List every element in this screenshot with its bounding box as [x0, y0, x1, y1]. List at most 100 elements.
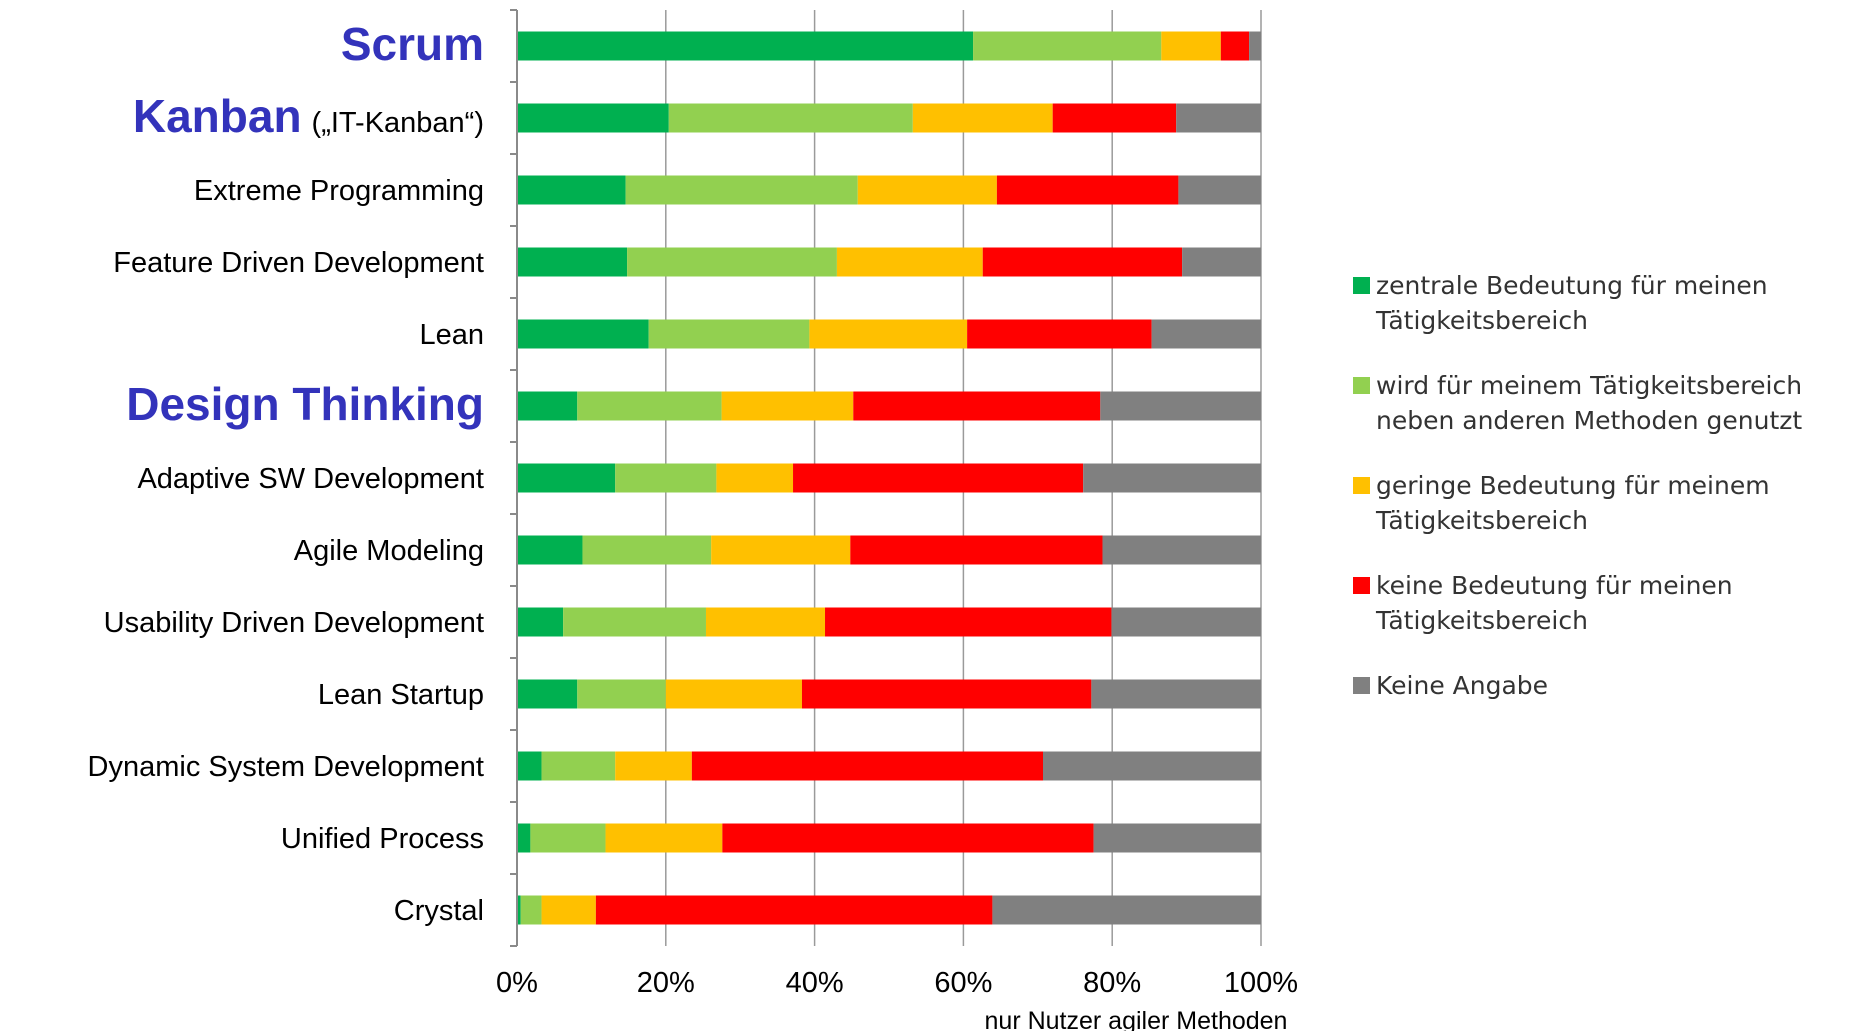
bar-segment [615, 751, 692, 781]
bar-segment [517, 679, 578, 709]
legend-label: zentrale Bedeutung für meinen Tätigkeits… [1376, 271, 1768, 335]
bar-segment [517, 535, 583, 565]
category-label: Kanban („IT-Kanban“) [133, 90, 484, 142]
category-label: Agile Modeling [294, 535, 484, 567]
bar-segment [825, 607, 1112, 637]
legend-item: geringe Bedeutung für meinem Tätigkeitsb… [1353, 468, 1843, 538]
category-label-text: Lean [419, 319, 484, 351]
bar-segment [1083, 463, 1261, 493]
category-label-text: Crystal [394, 895, 484, 927]
x-tick-label: 20% [637, 967, 695, 999]
category-label-text: Lean Startup [318, 679, 484, 711]
bar-segment [517, 391, 578, 421]
bar-segment [967, 319, 1152, 349]
bar-segment [517, 103, 669, 133]
bar-segment [836, 247, 983, 277]
bar-segment [541, 751, 616, 781]
bar-segment [996, 175, 1179, 205]
legend-label: wird für meinem Tätigkeitsbereich neben … [1376, 371, 1803, 435]
bar-segment [912, 103, 1053, 133]
category-label: Adaptive SW Development [137, 463, 484, 495]
category-label-text: Dynamic System Development [88, 751, 484, 783]
bar-segment [563, 607, 706, 637]
bar-segment [517, 247, 628, 277]
legend-swatch [1353, 477, 1370, 494]
bar-segment [1220, 31, 1250, 61]
category-label-text: Unified Process [281, 823, 484, 855]
category-label-text: Adaptive SW Development [137, 463, 484, 495]
legend-swatch [1353, 577, 1370, 594]
category-label-note: („IT-Kanban“) [312, 107, 484, 139]
x-tick-label: 0% [496, 967, 538, 999]
category-label: Unified Process [281, 823, 484, 855]
bar-segment [541, 895, 596, 925]
bar-segment [850, 535, 1103, 565]
bar-segment [801, 679, 1092, 709]
legend-label: geringe Bedeutung für meinem Tätigkeitsb… [1376, 471, 1770, 535]
bar-segment [577, 679, 666, 709]
x-tick-label: 40% [786, 967, 844, 999]
category-label: Extreme Programming [194, 175, 484, 207]
bar-segment [809, 319, 968, 349]
bar-segment [577, 391, 722, 421]
legend-item: keine Bedeutung für meinen Tätigkeitsber… [1353, 568, 1843, 638]
bar-segment [517, 823, 531, 853]
bar-segment [517, 895, 521, 925]
category-label: Dynamic System Development [88, 751, 484, 783]
bar-segment [982, 247, 1183, 277]
bar-segment [520, 895, 542, 925]
bars [517, 31, 1261, 925]
category-label-text: Design Thinking [126, 378, 484, 430]
bar-segment [1161, 31, 1221, 61]
x-tick-label: 100% [1224, 967, 1298, 999]
bar-segment [517, 463, 616, 493]
bar-segment [582, 535, 712, 565]
bar-segment [1178, 175, 1261, 205]
bar-segment [648, 319, 810, 349]
legend-swatch [1353, 277, 1370, 294]
bar-segment [1176, 103, 1261, 133]
category-label-text: Extreme Programming [194, 175, 484, 207]
legend-label: Keine Angabe [1376, 671, 1549, 700]
bar-segment [1182, 247, 1261, 277]
bar-segment [973, 31, 1162, 61]
bar-segment [1091, 679, 1261, 709]
category-label: Lean Startup [318, 679, 484, 711]
category-label-text: Kanban [133, 90, 302, 142]
bar-segment [1249, 31, 1261, 61]
bar-segment [595, 895, 993, 925]
bar-segment [517, 607, 564, 637]
bar-segment [517, 319, 649, 349]
x-tick-label: 80% [1083, 967, 1141, 999]
bar-segment [711, 535, 851, 565]
bar-segment [1052, 103, 1177, 133]
bar-segment [517, 31, 974, 61]
category-label: Usability Driven Development [104, 607, 484, 639]
bar-segment [722, 823, 1094, 853]
bar-segment [605, 823, 723, 853]
category-labels: Scrum Kanban („IT-Kanban“) Extreme Programm… [88, 18, 484, 927]
x-tick-label: 60% [934, 967, 992, 999]
bar-segment [721, 391, 854, 421]
bar-segment [1043, 751, 1261, 781]
bar-segment [716, 463, 794, 493]
bar-segment [857, 175, 997, 205]
x-axis-label: nur Nutzer agiler Methoden [985, 1007, 1288, 1031]
legend-item: zentrale Bedeutung für meinen Tätigkeits… [1353, 268, 1843, 338]
bar-segment [691, 751, 1044, 781]
bar-segment [625, 175, 858, 205]
bar-segment [668, 103, 913, 133]
legend-item: wird für meinem Tätigkeitsbereich neben … [1353, 368, 1843, 438]
bar-segment [517, 175, 626, 205]
legend: zentrale Bedeutung für meinen Tätigkeits… [1353, 268, 1843, 733]
bar-segment [1100, 391, 1261, 421]
legend-label: keine Bedeutung für meinen Tätigkeitsber… [1376, 571, 1733, 635]
bar-segment [530, 823, 606, 853]
bar-segment [793, 463, 1084, 493]
legend-swatch [1353, 377, 1370, 394]
legend-item: Keine Angabe [1353, 668, 1843, 703]
bar-segment [1102, 535, 1261, 565]
legend-swatch [1353, 677, 1370, 694]
bar-segment [517, 751, 542, 781]
bar-segment [1093, 823, 1261, 853]
